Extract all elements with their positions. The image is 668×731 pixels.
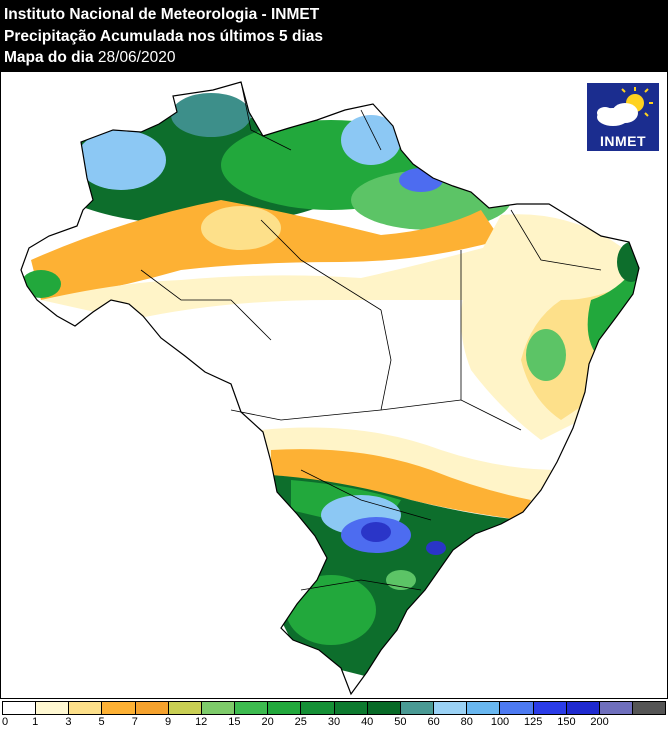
map-date: 28/06/2020 xyxy=(97,49,176,66)
orange-band xyxy=(31,200,501,300)
map-area xyxy=(0,72,668,699)
yellow-patch xyxy=(201,206,281,250)
map-date-line: Mapa do dia 28/06/2020 xyxy=(4,48,175,68)
border-ba xyxy=(460,250,522,431)
legend-tick-label: 9 xyxy=(164,716,172,728)
logo-text: INMET xyxy=(599,133,647,149)
sc-lightgreen xyxy=(386,570,416,590)
legend-tick-label: 12 xyxy=(195,716,208,728)
legend-swatch xyxy=(135,702,169,714)
legend-tick-label: 200 xyxy=(590,716,609,728)
legend-swatch xyxy=(3,702,37,714)
legend-tick-label: 20 xyxy=(261,716,274,728)
sun-cloud-icon xyxy=(597,87,653,126)
north-teal xyxy=(171,93,251,137)
border-pa xyxy=(260,219,382,311)
legend-swatch xyxy=(69,702,103,714)
precipitation-map xyxy=(20,81,640,695)
legend-swatch xyxy=(566,702,600,714)
inmet-logo: INMET xyxy=(587,83,659,151)
legend-swatch xyxy=(201,702,236,714)
legend-tick-label: 7 xyxy=(131,716,138,728)
legend-tick-label: 80 xyxy=(460,716,473,728)
legend-tick-label: 60 xyxy=(427,716,440,728)
legend-tick-label: 15 xyxy=(228,716,241,728)
legend-swatch xyxy=(334,702,368,714)
border-rr xyxy=(240,81,292,151)
parana-darkblue xyxy=(361,522,391,542)
border-pr xyxy=(300,469,432,521)
border-mt-go xyxy=(230,399,462,421)
state-borders xyxy=(140,81,602,591)
legend-swatch xyxy=(632,702,666,714)
border-sc-rs xyxy=(300,579,422,591)
border-ap xyxy=(360,109,382,151)
legend-tick-label: 0 xyxy=(1,716,9,728)
rs-green xyxy=(286,575,376,645)
legend-swatch xyxy=(500,702,534,714)
pale-band xyxy=(41,240,531,320)
coast-darkblue xyxy=(426,541,446,555)
legend-tick-label: 50 xyxy=(394,716,407,728)
legend-tick-label: 25 xyxy=(294,716,307,728)
legend-swatch xyxy=(235,702,269,714)
legend-swatch xyxy=(301,702,335,714)
legend-tick-label: 100 xyxy=(490,716,510,728)
legend-tick-label: 3 xyxy=(65,716,72,728)
legend-swatch xyxy=(36,702,70,714)
central-orange xyxy=(271,449,531,520)
legend-swatch xyxy=(400,702,435,714)
institute-title: Instituto Nacional de Meteorologia - INM… xyxy=(4,6,320,23)
color-legend xyxy=(2,701,666,715)
map-header: Instituto Nacional de Meteorologia - INM… xyxy=(0,0,668,72)
border-am-mt xyxy=(140,269,272,341)
legend-tick-label: 150 xyxy=(557,716,576,728)
legend-tick-labels: 0 1 3 5 7 9 12 15 20 25 30 40 50 60 80 100 125 150 200 xyxy=(0,716,668,730)
legend-swatch xyxy=(102,702,136,714)
legend-swatch xyxy=(268,702,302,714)
northwest-blue xyxy=(76,130,166,190)
legend-swatch xyxy=(434,702,468,714)
acre-green xyxy=(21,270,61,298)
precipitation-fields xyxy=(21,93,639,680)
legend-swatch xyxy=(467,702,501,714)
legend-swatch xyxy=(168,702,202,714)
border-ma-pi xyxy=(510,209,602,271)
map-date-label: Mapa do dia xyxy=(4,49,94,66)
amapa-blue xyxy=(341,115,401,165)
legend-tick-label: 5 xyxy=(98,716,105,728)
legend-tick-label: 30 xyxy=(327,716,341,728)
legend-tick-label: 40 xyxy=(361,716,374,728)
legend-tick-label: 125 xyxy=(524,716,543,728)
legend-swatch xyxy=(533,702,567,714)
border-to xyxy=(380,309,392,411)
legend-tick-label: 1 xyxy=(32,716,39,728)
bahia-green xyxy=(526,329,566,381)
map-title: Precipitação Acumulada nos últimos 5 dia… xyxy=(4,28,323,45)
legend-swatch xyxy=(599,702,633,714)
legend-swatch xyxy=(367,702,401,714)
